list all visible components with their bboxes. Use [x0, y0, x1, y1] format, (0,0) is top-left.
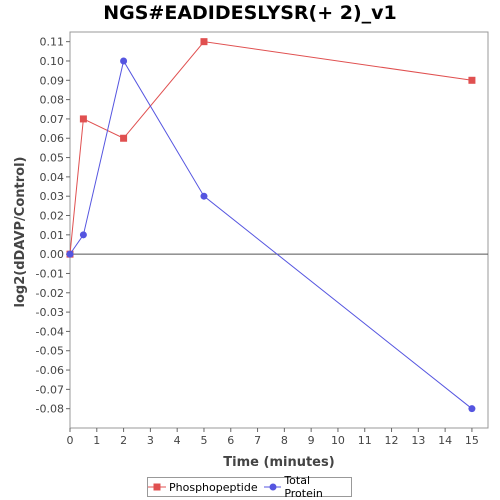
y-tick-label: -0.03 [36, 306, 64, 319]
x-tick-label: 15 [465, 434, 479, 447]
legend: Phosphopeptide Total Protein [147, 474, 352, 500]
x-tick-label: 6 [227, 434, 234, 447]
total-protein-point [120, 57, 128, 65]
legend-item-phosphopeptide: Phosphopeptide [148, 481, 258, 494]
y-tick-label: 0.05 [40, 152, 65, 165]
phosphopeptide-point [120, 134, 128, 142]
y-tick-label: 0.09 [40, 74, 65, 87]
x-tick-label: 3 [147, 434, 154, 447]
phosphopeptide-point [468, 76, 476, 84]
x-tick-label: 12 [385, 434, 399, 447]
x-tick-label: 9 [308, 434, 315, 447]
y-tick-label: 0.11 [40, 36, 65, 49]
x-tick-label: 5 [200, 434, 207, 447]
y-tick-label: -0.05 [36, 345, 64, 358]
x-axis-title: Time (minutes) [223, 455, 334, 470]
y-tick-label: 0.03 [40, 190, 65, 203]
total-protein-point [468, 405, 476, 413]
y-tick-label: -0.08 [36, 403, 64, 416]
y-tick-label: -0.04 [36, 325, 64, 338]
y-tick-label: -0.06 [36, 364, 64, 377]
x-tick-label: 1 [93, 434, 100, 447]
x-tick-label: 4 [174, 434, 181, 447]
x-tick-label: 8 [281, 434, 288, 447]
total-protein-point [200, 192, 208, 200]
y-tick-label: 0.10 [40, 55, 65, 68]
legend-swatch-phosphopeptide [148, 483, 166, 491]
x-tick-label: 0 [67, 434, 74, 447]
y-tick-label: 0.00 [40, 248, 65, 261]
legend-swatch-total-protein [263, 483, 282, 491]
legend-item-total-protein: Total Protein [263, 474, 351, 500]
y-axis-title: log2(dDAVP/Control) [13, 157, 28, 308]
x-tick-label: 7 [254, 434, 261, 447]
y-tick-label: 0.08 [40, 94, 65, 107]
legend-label: Phosphopeptide [169, 480, 258, 494]
total-protein-point [66, 250, 74, 258]
phosphopeptide-point [200, 38, 208, 46]
x-tick-label: 10 [331, 434, 345, 447]
phosphopeptide-point [79, 115, 87, 123]
y-tick-label: -0.07 [36, 383, 64, 396]
y-tick-label: 0.01 [40, 229, 65, 242]
y-tick-label: 0.02 [40, 210, 65, 223]
legend-label: Total Protein [284, 474, 323, 500]
total-protein-point [79, 231, 87, 239]
x-tick-label: 11 [358, 434, 372, 447]
x-tick-label: 14 [438, 434, 452, 447]
y-tick-label: 0.06 [40, 132, 65, 145]
chart-title: NGS#EADIDESLYSR(+ 2)_v1 [103, 2, 397, 24]
y-tick-label: -0.01 [36, 267, 64, 280]
x-tick-label: 2 [120, 434, 127, 447]
y-tick-label: 0.04 [40, 171, 65, 184]
plot-frame [69, 31, 489, 429]
y-tick-label: 0.07 [40, 113, 65, 126]
y-tick-label: -0.02 [36, 287, 64, 300]
x-tick-label: 13 [411, 434, 425, 447]
